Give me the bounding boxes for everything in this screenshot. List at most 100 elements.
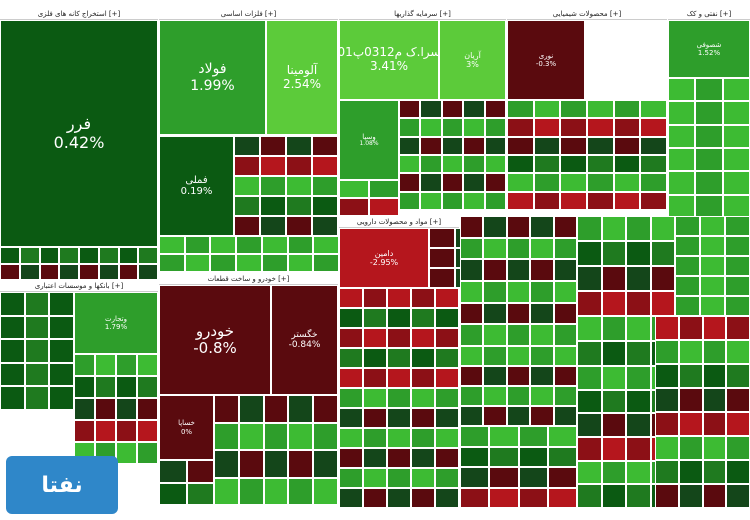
tile[interactable] (260, 136, 286, 156)
tile[interactable] (460, 487, 490, 508)
tile[interactable] (411, 368, 435, 388)
tile[interactable] (626, 437, 651, 461)
tile[interactable] (234, 156, 260, 176)
tile[interactable] (700, 296, 725, 316)
tile[interactable] (601, 366, 626, 390)
tile[interactable] (118, 247, 139, 264)
tile[interactable] (463, 173, 485, 192)
tile[interactable] (95, 376, 116, 398)
tile[interactable] (533, 136, 561, 155)
tile[interactable]: خساپا 0% (159, 395, 214, 460)
tile[interactable] (484, 118, 506, 137)
tile[interactable] (626, 413, 651, 437)
tile[interactable] (184, 236, 211, 254)
tile[interactable] (137, 442, 158, 464)
tile[interactable] (655, 316, 679, 340)
tile[interactable] (435, 348, 459, 368)
tile[interactable] (339, 488, 363, 508)
tile[interactable] (441, 173, 464, 192)
tile[interactable] (695, 148, 723, 172)
tile[interactable] (702, 364, 727, 388)
tile[interactable] (49, 339, 74, 363)
tile[interactable] (678, 316, 703, 340)
tile[interactable] (484, 173, 506, 192)
tile[interactable] (547, 426, 577, 447)
tile[interactable] (695, 101, 723, 125)
tile[interactable] (655, 388, 679, 412)
tile[interactable] (577, 389, 602, 414)
tile[interactable] (312, 176, 338, 196)
tile[interactable] (489, 467, 519, 488)
tile[interactable] (339, 388, 363, 408)
tile[interactable] (49, 386, 74, 410)
tile[interactable] (668, 124, 696, 148)
tile[interactable] (626, 216, 651, 241)
tile[interactable] (675, 256, 700, 276)
tile[interactable] (668, 148, 696, 172)
tile[interactable]: خگستر -0.84% (271, 285, 338, 395)
tile[interactable] (650, 266, 675, 291)
tile[interactable] (411, 328, 435, 348)
tile[interactable] (74, 376, 95, 398)
tile[interactable] (137, 354, 158, 376)
tile[interactable] (435, 328, 459, 348)
tile[interactable] (429, 268, 455, 288)
tile[interactable] (116, 376, 137, 398)
tile[interactable] (726, 460, 750, 484)
tile[interactable] (263, 395, 289, 423)
tile[interactable] (234, 176, 260, 196)
tile[interactable] (655, 364, 679, 388)
tile[interactable] (214, 450, 239, 478)
tile[interactable] (137, 420, 158, 442)
tile[interactable]: وتجارت 1.79% (74, 292, 158, 354)
tile[interactable] (159, 460, 187, 483)
tile[interactable] (286, 136, 312, 156)
tile[interactable] (655, 340, 679, 364)
tile[interactable] (79, 263, 99, 280)
tile[interactable] (547, 487, 577, 508)
tile[interactable] (702, 460, 727, 484)
tile[interactable]: فرر 0.42% (0, 20, 158, 247)
tile[interactable] (695, 194, 723, 218)
tile[interactable] (518, 487, 548, 508)
tile[interactable] (700, 256, 725, 276)
tile[interactable] (95, 398, 116, 420)
tile[interactable] (399, 191, 421, 210)
tile[interactable] (601, 266, 626, 291)
tile[interactable] (399, 155, 421, 174)
tile[interactable] (387, 488, 411, 508)
tile[interactable] (601, 316, 626, 341)
tile[interactable]: خودرو -0.8% (159, 285, 271, 395)
tile[interactable] (483, 281, 507, 303)
tile[interactable] (650, 241, 675, 266)
tile[interactable] (137, 376, 158, 398)
tile[interactable] (726, 412, 750, 436)
tile[interactable] (98, 247, 119, 264)
tile[interactable] (678, 364, 703, 388)
tile[interactable] (429, 228, 455, 248)
tile[interactable] (420, 191, 442, 210)
tile[interactable] (668, 194, 696, 218)
tile[interactable] (700, 216, 725, 236)
tile[interactable] (0, 292, 25, 316)
tile[interactable] (489, 487, 519, 508)
tile[interactable] (507, 136, 534, 155)
tile[interactable] (587, 191, 614, 210)
tile[interactable] (369, 180, 399, 198)
tile[interactable]: وسپا 1.08% (339, 100, 399, 180)
tile[interactable] (668, 171, 696, 195)
tile[interactable] (159, 236, 185, 254)
tile[interactable] (655, 436, 679, 460)
tile[interactable] (530, 366, 554, 386)
tile[interactable] (411, 488, 435, 508)
tile[interactable] (506, 346, 531, 366)
tile[interactable] (236, 254, 262, 272)
tile[interactable] (626, 266, 651, 291)
tile[interactable] (339, 308, 363, 328)
tile[interactable] (722, 194, 750, 218)
tile[interactable] (288, 450, 314, 478)
tile[interactable] (24, 386, 50, 410)
tile[interactable] (695, 124, 723, 148)
tile[interactable] (518, 467, 548, 488)
tile[interactable] (530, 302, 554, 325)
